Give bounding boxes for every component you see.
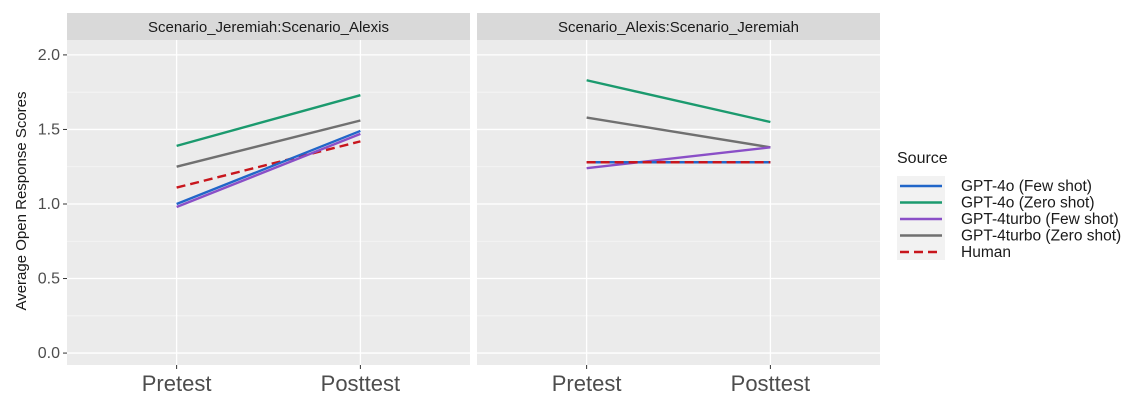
legend-entry-label: GPT-4o (Few shot)	[961, 178, 1092, 195]
series-line-gpt4o_zero	[586, 79, 771, 124]
series-line-human	[176, 140, 361, 189]
x-tick-label: Posttest	[731, 371, 810, 395]
facet-strip	[67, 13, 470, 40]
panel-background	[67, 40, 470, 365]
y-tick-label: 1.5	[38, 121, 60, 138]
y-tick-label: 0.5	[38, 271, 60, 288]
facet-strip-label: Scenario_Alexis:Scenario_Jeremiah	[558, 19, 799, 36]
series-line-gpt4o_zero	[176, 94, 361, 148]
panel-background	[477, 40, 880, 365]
series-line-gpt4t_zero	[176, 119, 361, 168]
facet-panel: Scenario_Jeremiah:Scenario_Alexis Pretest…	[67, 13, 470, 395]
facet-panel: Scenario_Alexis:Scenario_Jeremiah Pretest…	[477, 13, 880, 395]
facet-strip	[477, 13, 880, 40]
legend-entry-label: Human	[961, 244, 1011, 261]
x-tick-label: Posttest	[321, 371, 400, 395]
y-axis-title: Average Open Response Scores	[13, 91, 30, 310]
legend-title: Source	[897, 150, 948, 167]
series-line-gpt4t_few	[176, 132, 361, 209]
y-tick-label: 1.0	[38, 196, 60, 213]
legend-entry-label: GPT-4turbo (Zero shot)	[961, 228, 1121, 245]
x-tick-label: Pretest	[552, 371, 622, 395]
series-line-gpt4t_few	[586, 146, 771, 170]
legend-entry-label: GPT-4turbo (Few shot)	[961, 211, 1119, 228]
x-tick-label: Pretest	[142, 371, 212, 395]
facet-panels: 0.0 0.5 1.0 1.5 2.0 Scenario_Jeremiah:Scenari…	[38, 13, 880, 395]
legend-entry-label: GPT-4o (Zero shot)	[961, 195, 1095, 212]
series-line-gpt4t_zero	[586, 116, 771, 149]
facet-strip-label: Scenario_Jeremiah:Scenario_Alexis	[148, 19, 389, 36]
y-tick-label: 2.0	[38, 47, 60, 64]
series-line-gpt4o_few	[176, 129, 361, 206]
legend: Source GPT-4o (Few shot)GPT-4o (Zero sho…	[897, 150, 1121, 261]
y-tick-label: 0.0	[38, 345, 60, 362]
